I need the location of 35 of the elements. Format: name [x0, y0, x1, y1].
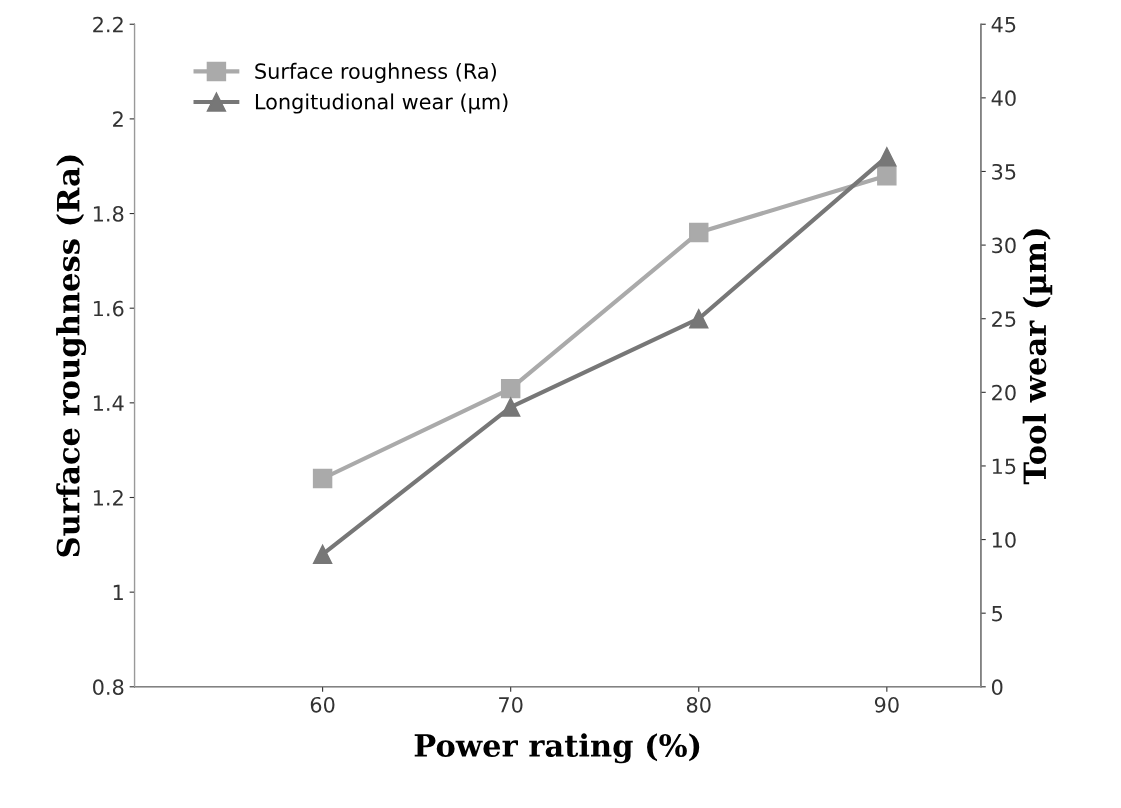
- y2-tick-label: 40: [991, 90, 1016, 107]
- x-tick-label: 90: [874, 696, 899, 713]
- point: [312, 468, 333, 489]
- y2-axis-title: Tool wear (µm): [1022, 229, 1053, 485]
- x-tick-label: 60: [310, 696, 335, 713]
- y2-tick-label: 25: [992, 311, 1016, 327]
- y-tick-label: 1: [113, 584, 123, 601]
- y-tick-label: 2.2: [93, 16, 123, 33]
- y-tick-label: 1.2: [93, 489, 123, 506]
- point: [500, 378, 521, 399]
- y-tick-label: 1.4: [93, 395, 124, 411]
- y-tick-label: 2: [113, 111, 123, 127]
- y-tick-label: 1.8: [93, 206, 124, 222]
- x-tick-label: 80: [686, 696, 711, 713]
- legend-label: Surface roughness (Ra): [255, 62, 496, 84]
- y2-tick-label: 45: [991, 16, 1016, 33]
- y-tick-label: 1.6: [93, 300, 124, 317]
- point: [500, 397, 521, 417]
- legend-label: Longitudional wear (µm): [255, 93, 508, 114]
- point: [689, 222, 709, 243]
- point: [312, 544, 333, 565]
- x-axis-title: Power rating (%): [414, 733, 700, 764]
- y2-tick-label: 0: [991, 679, 1003, 696]
- x-tick-label: 70: [499, 696, 523, 713]
- y-tick-label: 0.8: [93, 679, 124, 696]
- y2-tick-label: 30: [992, 237, 1016, 254]
- y2-tick-label: 5: [992, 605, 1003, 622]
- y-axis-title: Surface roughness (Ra): [56, 155, 87, 557]
- y2-tick-label: 20: [992, 384, 1016, 401]
- y2-tick-label: 10: [992, 532, 1016, 548]
- point: [877, 165, 897, 186]
- point: [689, 308, 709, 329]
- y2-tick-label: 35: [992, 163, 1016, 180]
- point: [877, 147, 897, 167]
- y2-tick-label: 15: [992, 458, 1016, 475]
